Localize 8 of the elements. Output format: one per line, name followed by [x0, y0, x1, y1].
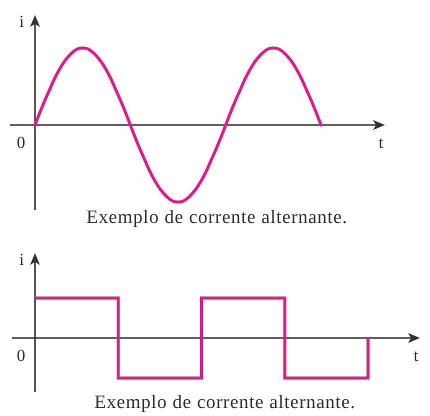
text: Exemplo de corrente alternante. [86, 207, 348, 229]
y-axis-title: i [19, 12, 24, 31]
x-axis-title: t [414, 346, 419, 365]
annotation: 0 [16, 346, 26, 365]
x-axis-title: t [378, 133, 384, 152]
text: Exemplo de corrente alternante. [94, 392, 356, 414]
y-axis-title: i [19, 250, 24, 269]
text: 0 [16, 133, 26, 152]
